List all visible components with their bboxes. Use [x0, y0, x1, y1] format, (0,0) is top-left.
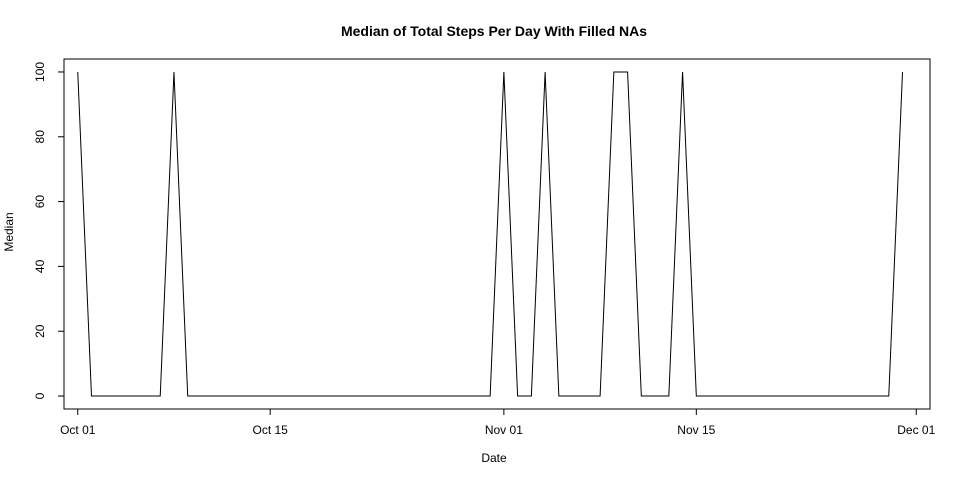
x-tick-label: Oct 15 — [253, 423, 289, 437]
chart-title: Median of Total Steps Per Day With Fille… — [341, 23, 647, 39]
y-tick-label: 0 — [33, 392, 47, 399]
series-group — [77, 71, 904, 397]
y-axis: 0 20 40 60 80 100 — [33, 62, 65, 399]
y-tick-label: 100 — [33, 62, 47, 82]
y-tick-label: 40 — [33, 259, 47, 273]
x-tick-label: Dec 01 — [897, 423, 935, 437]
x-axis-label: Date — [481, 451, 507, 465]
y-axis-label: Median — [2, 212, 16, 251]
x-tick-label: Nov 01 — [485, 423, 523, 437]
y-tick-label: 20 — [33, 324, 47, 338]
x-axis: Oct 01 Oct 15 Nov 01 Nov 15 Dec 01 — [60, 408, 936, 437]
x-tick-label: Oct 01 — [60, 423, 96, 437]
y-tick-label: 80 — [33, 130, 47, 144]
series-line — [77, 71, 904, 397]
y-tick-label: 60 — [33, 195, 47, 209]
x-tick-label: Nov 15 — [677, 423, 715, 437]
